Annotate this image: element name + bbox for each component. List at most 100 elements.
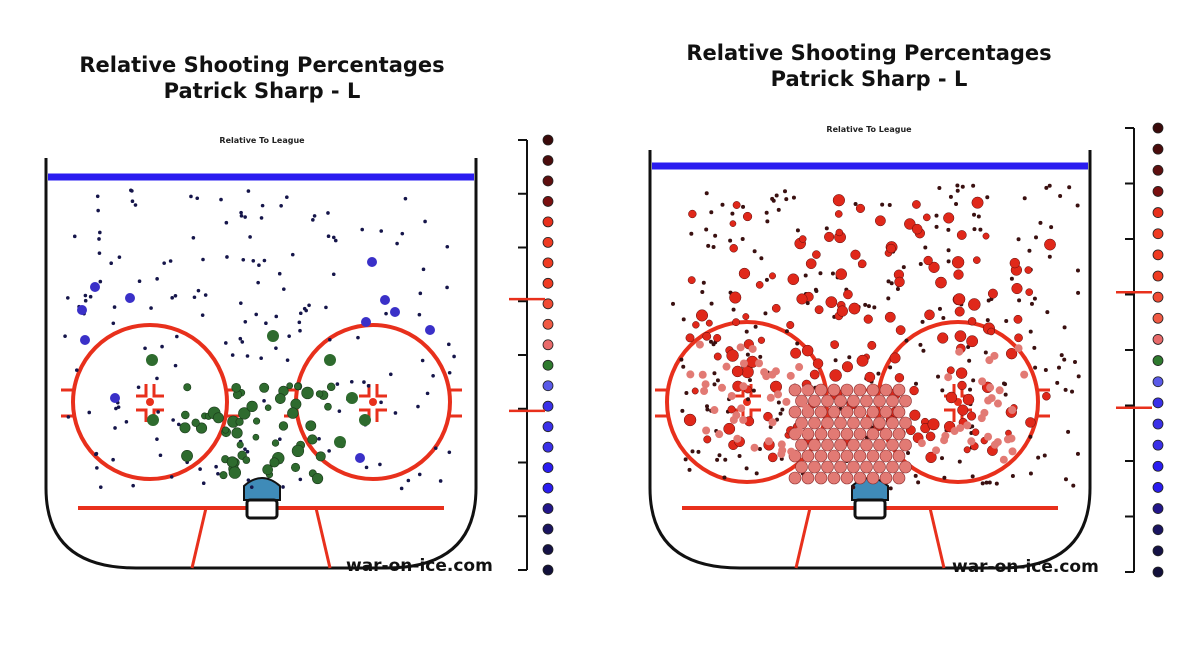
shot-dot — [713, 233, 718, 238]
shot-dot — [1013, 314, 1023, 324]
shot-dot — [239, 210, 243, 215]
shot-dot — [715, 457, 720, 462]
shot-dot — [245, 354, 250, 358]
shot-dot — [326, 382, 336, 392]
shot-dot — [1042, 453, 1047, 458]
shot-dot — [294, 382, 302, 391]
shot-dot — [425, 325, 435, 335]
watermark: war-on-ice.com — [346, 556, 493, 576]
shot-dot — [155, 376, 159, 381]
shot-dot — [840, 427, 854, 441]
shot-dot — [1027, 248, 1032, 253]
legend-swatch — [542, 482, 554, 494]
shot-dot — [137, 279, 142, 284]
shot-dot — [970, 474, 975, 479]
legend-swatch — [1152, 355, 1164, 366]
shot-dot — [855, 203, 866, 213]
shot-dot — [873, 416, 886, 430]
shot-dot — [834, 416, 847, 430]
shot-dot — [895, 286, 900, 291]
legend-swatch — [1152, 566, 1164, 578]
legend-swatch — [1152, 545, 1164, 557]
shot-dot — [874, 215, 886, 227]
watermark: war-on-ice.com — [952, 557, 1099, 577]
shot-dot — [886, 460, 899, 474]
shot-dot — [994, 481, 999, 486]
shot-dot — [285, 358, 290, 362]
shot-dot — [840, 405, 854, 419]
shot-dot — [702, 331, 712, 341]
shot-dot — [421, 267, 426, 272]
shot-dot — [786, 371, 795, 380]
shot-dot — [1075, 268, 1080, 273]
shot-dot — [326, 234, 331, 239]
shot-dot — [757, 446, 762, 451]
shot-dot — [827, 471, 841, 485]
shot-dot — [892, 405, 906, 419]
shot-dot — [853, 471, 867, 485]
shot-dot — [834, 210, 843, 218]
shot-dot — [1005, 348, 1018, 360]
shot-dot — [238, 407, 251, 420]
shot-dots — [671, 183, 1081, 491]
shot-dot — [986, 383, 995, 392]
shot-dot — [1009, 276, 1014, 281]
shot-dot — [799, 235, 807, 243]
shot-dot — [420, 358, 425, 363]
shot-dot — [66, 415, 71, 419]
shot-dot — [848, 302, 861, 315]
shot-dot — [446, 342, 451, 347]
shot-dot — [1044, 238, 1056, 251]
shot-dot — [711, 245, 716, 250]
shot-dot — [291, 444, 305, 458]
shot-dot — [301, 386, 314, 400]
shot-dot — [390, 307, 400, 317]
shot-dot — [238, 336, 243, 341]
shot-dot — [782, 397, 791, 406]
faceoff-marker — [375, 408, 387, 422]
shot-dot — [971, 378, 976, 383]
shot-dot — [942, 475, 947, 480]
shot-dot — [110, 393, 120, 403]
shot-dot — [962, 393, 975, 406]
shot-dot — [985, 318, 990, 323]
shot-dot — [936, 374, 941, 379]
shot-dot — [976, 214, 981, 219]
faceoff-marker — [944, 408, 956, 422]
shot-dot — [841, 361, 854, 373]
shot-dot — [251, 259, 256, 263]
shot-dot — [687, 276, 696, 285]
shot-dot — [109, 261, 113, 265]
shot-dot — [334, 436, 346, 448]
legend-swatch — [542, 400, 554, 412]
shot-dot — [113, 426, 117, 430]
shot-dot — [899, 460, 912, 474]
shot-dot — [950, 427, 959, 436]
shot-dot — [198, 467, 202, 471]
shot-dot — [143, 346, 147, 351]
shot-dot — [978, 227, 983, 232]
shot-dot — [774, 193, 779, 198]
left-chart-panel: Relative Shooting Percentages Patrick Sh… — [44, 53, 554, 576]
shot-dot — [243, 215, 247, 219]
shot-dot — [886, 296, 891, 301]
shot-dot — [298, 311, 303, 316]
shot-dot — [866, 405, 880, 419]
shot-dot — [149, 306, 153, 310]
shot-dot — [899, 416, 912, 430]
shot-dot — [886, 394, 899, 408]
shot-dot — [248, 235, 252, 239]
shot-dot — [886, 438, 899, 452]
shot-dot — [399, 486, 404, 491]
shot-dot — [317, 437, 321, 441]
shot-dot — [360, 227, 365, 232]
shot-dot — [281, 485, 285, 489]
legend-swatch — [542, 359, 554, 371]
shot-dot — [331, 272, 336, 277]
shot-dot — [395, 241, 399, 246]
chart-subtitle: Relative To League — [826, 125, 912, 134]
legend-swatch — [542, 421, 554, 433]
legend-swatch — [542, 380, 554, 392]
shot-dot — [77, 305, 87, 315]
shot-dot — [173, 363, 178, 368]
